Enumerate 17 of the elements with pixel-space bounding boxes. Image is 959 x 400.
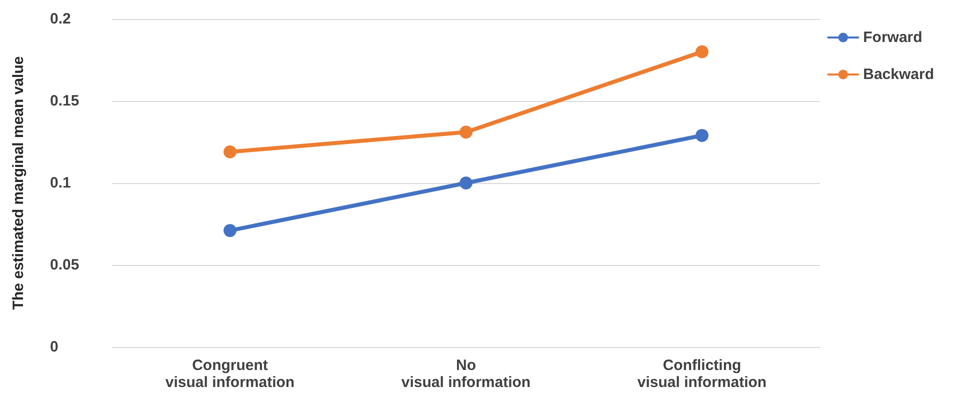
legend-label: Forward [863,29,922,46]
y-tick-label: 0.1 [50,174,71,192]
y-axis-title: The estimated marginal mean value [10,56,27,310]
y-tick-label: 0 [50,338,58,356]
y-tick-label: 0.05 [50,256,80,274]
y-tick-label: 0.2 [50,10,71,28]
y-tick-label: 0.15 [50,92,80,110]
x-tick-label: Conflicting visual information [637,357,767,391]
x-tick-label: Congruent visual information [165,357,295,391]
point [460,176,472,190]
legend-label: Backward [863,66,934,83]
point [460,126,472,139]
point [224,224,236,238]
x-tick-label: No visual information [401,357,531,391]
point [224,145,236,158]
point [696,45,708,58]
point [696,128,708,142]
